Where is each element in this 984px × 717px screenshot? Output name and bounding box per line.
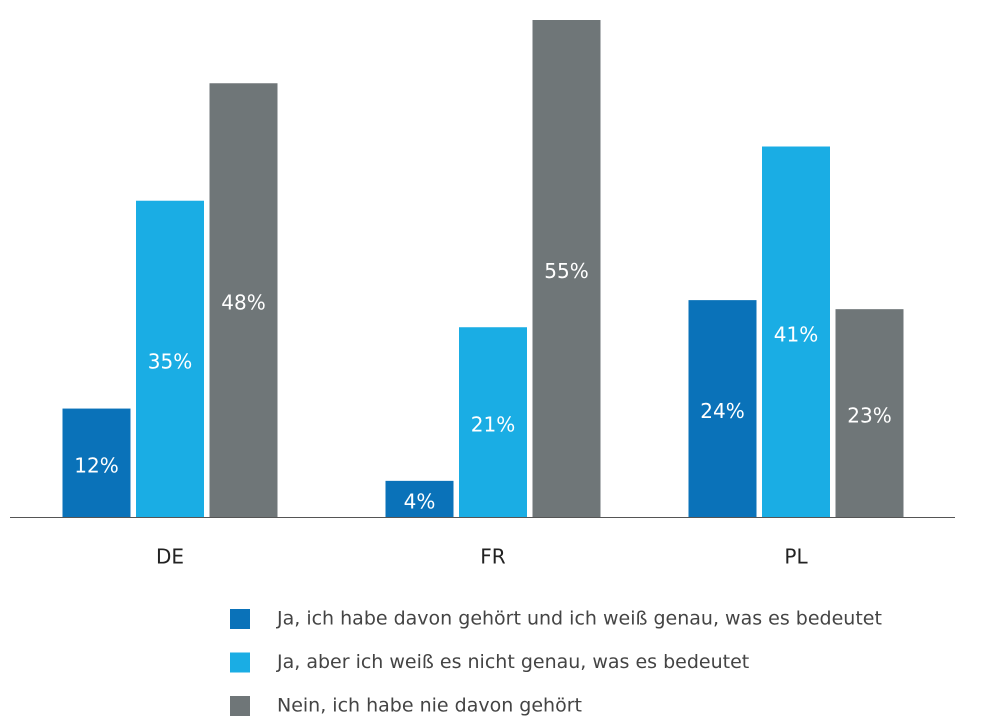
bar bbox=[532, 20, 601, 517]
value-label: 41% bbox=[774, 322, 818, 346]
bar bbox=[385, 480, 454, 517]
bar bbox=[62, 408, 131, 517]
legend-label: Ja, aber ich weiß es nicht genau, was es… bbox=[276, 651, 749, 673]
value-label: 21% bbox=[471, 413, 515, 437]
value-label: 24% bbox=[700, 399, 744, 423]
bar bbox=[688, 300, 757, 517]
bar bbox=[762, 146, 830, 517]
legend-label: Ja, ich habe davon gehört und ich weiß g… bbox=[276, 608, 882, 630]
value-label: 55% bbox=[544, 259, 588, 283]
x-tick-label: FR bbox=[480, 545, 506, 569]
x-tick-label: DE bbox=[156, 545, 184, 569]
bar bbox=[136, 200, 204, 517]
x-tick-label: PL bbox=[784, 545, 808, 569]
legend-swatch bbox=[230, 652, 250, 673]
bar bbox=[835, 309, 904, 517]
legend-swatch bbox=[230, 696, 250, 716]
value-label: 35% bbox=[148, 349, 192, 373]
value-label: 23% bbox=[847, 404, 891, 428]
bar bbox=[459, 327, 527, 517]
legend-swatch bbox=[230, 609, 250, 629]
legend-label: Nein, ich habe nie davon gehört bbox=[277, 695, 582, 717]
value-label: 4% bbox=[404, 489, 436, 513]
value-label: 48% bbox=[221, 291, 265, 315]
value-label: 12% bbox=[74, 453, 118, 477]
bar bbox=[209, 83, 278, 517]
